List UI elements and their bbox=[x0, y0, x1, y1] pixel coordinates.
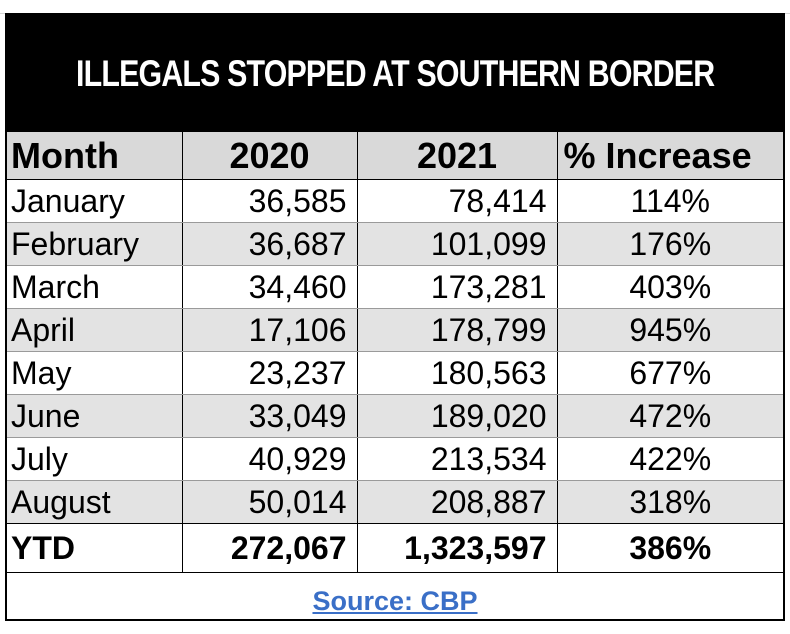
value-2020-cell: 17,106 bbox=[182, 308, 358, 352]
percent-cell: 422% bbox=[557, 437, 783, 481]
table-row: March 34,460 173,281 403% bbox=[7, 265, 783, 309]
percent-cell: 318% bbox=[557, 480, 783, 524]
ytd-label-cell: YTD bbox=[7, 523, 183, 573]
header-month: Month bbox=[7, 132, 183, 180]
percent-cell: 677% bbox=[557, 351, 783, 395]
value-2020-cell: 34,460 bbox=[182, 265, 358, 309]
percent-cell: 403% bbox=[557, 265, 783, 309]
table-row: August 50,014 208,887 318% bbox=[7, 480, 783, 524]
spreadsheet-grid-edge bbox=[0, 0, 790, 14]
table-frame: ILLEGALS STOPPED AT SOUTHERN BORDER Mont… bbox=[5, 13, 785, 621]
percent-cell: 945% bbox=[557, 308, 783, 352]
ytd-2021-cell: 1,323,597 bbox=[357, 523, 558, 573]
table-row: April 17,106 178,799 945% bbox=[7, 308, 783, 352]
month-cell: May bbox=[7, 351, 183, 395]
value-2021-cell: 180,563 bbox=[357, 351, 558, 395]
header-percent-increase: % Increase bbox=[557, 132, 783, 180]
value-2021-cell: 173,281 bbox=[357, 265, 558, 309]
value-2021-cell: 189,020 bbox=[357, 394, 558, 438]
source-link[interactable]: Source: CBP bbox=[312, 585, 478, 616]
value-2021-cell: 101,099 bbox=[357, 222, 558, 266]
value-2020-cell: 33,049 bbox=[182, 394, 358, 438]
value-2020-cell: 36,687 bbox=[182, 222, 358, 266]
month-cell: June bbox=[7, 394, 183, 438]
border-stats-table: Month 2020 2021 % Increase January 36,58… bbox=[7, 132, 783, 573]
value-2020-cell: 36,585 bbox=[182, 179, 358, 223]
title-bar: ILLEGALS STOPPED AT SOUTHERN BORDER bbox=[7, 15, 783, 132]
value-2020-cell: 23,237 bbox=[182, 351, 358, 395]
month-cell: March bbox=[7, 265, 183, 309]
table-row: June 33,049 189,020 472% bbox=[7, 394, 783, 438]
ytd-percent-cell: 386% bbox=[557, 523, 783, 573]
month-cell: April bbox=[7, 308, 183, 352]
ytd-total-row: YTD 272,067 1,323,597 386% bbox=[7, 523, 783, 573]
source-row: Source: CBP bbox=[7, 583, 783, 619]
value-2020-cell: 50,014 bbox=[182, 480, 358, 524]
percent-cell: 176% bbox=[557, 222, 783, 266]
header-row: Month 2020 2021 % Increase bbox=[7, 132, 783, 180]
value-2020-cell: 40,929 bbox=[182, 437, 358, 481]
table-row: May 23,237 180,563 677% bbox=[7, 351, 783, 395]
ytd-2020-cell: 272,067 bbox=[182, 523, 358, 573]
month-cell: July bbox=[7, 437, 183, 481]
table-row: January 36,585 78,414 114% bbox=[7, 179, 783, 223]
month-cell: January bbox=[7, 179, 183, 223]
value-2021-cell: 78,414 bbox=[357, 179, 558, 223]
value-2021-cell: 213,534 bbox=[357, 437, 558, 481]
table-row: July 40,929 213,534 422% bbox=[7, 437, 783, 481]
month-cell: August bbox=[7, 480, 183, 524]
month-cell: February bbox=[7, 222, 183, 266]
table-row: February 36,687 101,099 176% bbox=[7, 222, 783, 266]
percent-cell: 114% bbox=[557, 179, 783, 223]
value-2021-cell: 208,887 bbox=[357, 480, 558, 524]
percent-cell: 472% bbox=[557, 394, 783, 438]
header-2021: 2021 bbox=[357, 132, 558, 180]
table-title: ILLEGALS STOPPED AT SOUTHERN BORDER bbox=[75, 52, 715, 94]
header-2020: 2020 bbox=[182, 132, 358, 180]
value-2021-cell: 178,799 bbox=[357, 308, 558, 352]
